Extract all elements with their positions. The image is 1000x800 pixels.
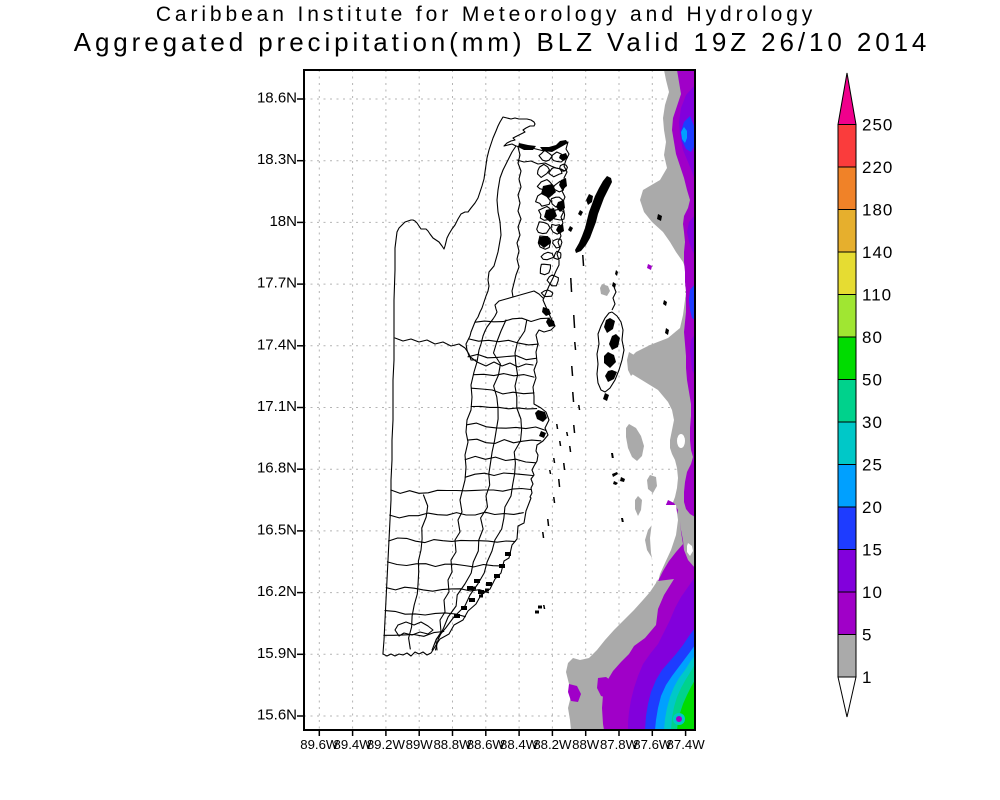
svg-text:30: 30	[862, 413, 883, 432]
svg-text:25: 25	[862, 456, 883, 475]
svg-text:1: 1	[862, 668, 872, 687]
svg-text:140: 140	[862, 243, 893, 262]
svg-text:15.6N: 15.6N	[257, 707, 297, 724]
svg-text:87.4W: 87.4W	[667, 737, 706, 752]
svg-text:89.4W: 89.4W	[334, 737, 373, 752]
svg-text:80: 80	[862, 328, 883, 347]
svg-text:89W: 89W	[406, 737, 434, 752]
svg-text:17.7N: 17.7N	[257, 275, 297, 292]
svg-text:180: 180	[862, 201, 893, 220]
svg-text:89.2W: 89.2W	[367, 737, 406, 752]
svg-text:88.6W: 88.6W	[467, 737, 506, 752]
svg-text:88.4W: 88.4W	[500, 737, 539, 752]
svg-text:18N: 18N	[269, 213, 297, 230]
svg-text:50: 50	[862, 371, 883, 390]
svg-text:220: 220	[862, 158, 893, 177]
svg-text:17.4N: 17.4N	[257, 336, 297, 353]
svg-text:15.9N: 15.9N	[257, 645, 297, 662]
svg-text:88.8W: 88.8W	[433, 737, 472, 752]
svg-text:18.6N: 18.6N	[257, 90, 297, 107]
svg-text:16.5N: 16.5N	[257, 521, 297, 538]
svg-text:17.1N: 17.1N	[257, 398, 297, 415]
svg-text:16.8N: 16.8N	[257, 460, 297, 477]
svg-text:5: 5	[862, 626, 872, 645]
svg-text:20: 20	[862, 498, 883, 517]
svg-text:16.2N: 16.2N	[257, 583, 297, 600]
svg-text:15: 15	[862, 541, 883, 560]
svg-text:10: 10	[862, 583, 883, 602]
svg-text:250: 250	[862, 116, 893, 135]
svg-text:87.8W: 87.8W	[600, 737, 639, 752]
svg-text:89.6W: 89.6W	[300, 737, 339, 752]
svg-text:87.6W: 87.6W	[633, 737, 672, 752]
svg-text:88W: 88W	[572, 737, 600, 752]
svg-text:18.3N: 18.3N	[257, 151, 297, 168]
svg-text:88.2W: 88.2W	[533, 737, 572, 752]
svg-text:110: 110	[862, 286, 892, 305]
